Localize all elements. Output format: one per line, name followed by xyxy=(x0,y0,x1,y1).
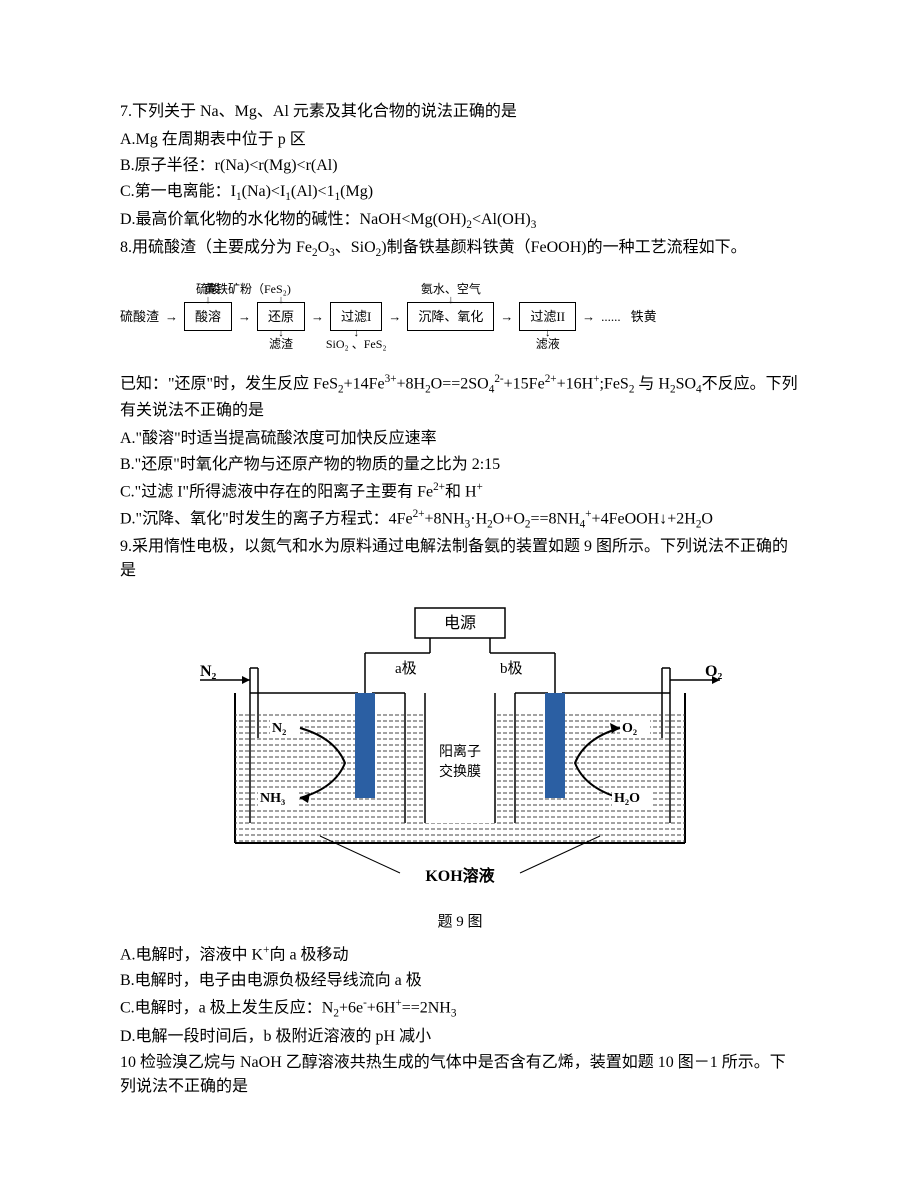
membrane-label-1: 阳离子 xyxy=(439,743,481,760)
electrode-b xyxy=(545,693,565,798)
q8-option-b: B."还原"时氧化产物与还原产物的物质的量之比为 2:15 xyxy=(120,453,800,477)
q8-known: 已知："还原"时，发生反应 FeS2+14Fe3++8H2O==2SO42-+1… xyxy=(120,371,800,422)
q7-option-a: A.Mg 在周期表中位于 p 区 xyxy=(120,128,800,152)
arrow-icon: → xyxy=(386,307,403,327)
arrow-icon: → xyxy=(498,307,515,327)
power-label: 电源 xyxy=(444,614,476,632)
membrane-label-2: 交换膜 xyxy=(439,763,481,780)
n2-inlet-label: N₂ xyxy=(200,663,217,680)
flow-input: 硫酸渣 xyxy=(120,307,159,327)
n2-inner-label: N₂ xyxy=(272,721,286,736)
q9-option-d: D.电解一段时间后，b 极附近溶液的 pH 减小 xyxy=(120,1025,800,1049)
q7-option-d: D.最高价氧化物的水化物的碱性：NaOH<Mg(OH)2<Al(OH)3 xyxy=(120,208,800,234)
h2o-label: H₂O xyxy=(614,791,640,806)
arrow-icon: → xyxy=(163,307,180,327)
q9-option-b: B.电解时，电子由电源负极经导线流向 a 极 xyxy=(120,969,800,993)
flow-output: 铁黄 xyxy=(631,307,657,327)
koh-label: KOH溶液 xyxy=(425,866,495,885)
q7-option-c: C.第一电离能：I1(Na)<I1(Al)<11(Mg) xyxy=(120,180,800,206)
q8-option-c: C."过滤 I"所得滤液中存在的阳离子主要有 Fe2+和 H+ xyxy=(120,479,800,504)
q8-option-a: A."酸溶"时适当提高硫酸浓度可加快反应速率 xyxy=(120,427,800,451)
electrode-a xyxy=(355,693,375,798)
q8-stem: 8.用硫酸渣（主要成分为 Fe2O3、SiO2)制备铁基颜料铁黄（FeOOH)的… xyxy=(120,236,800,262)
b-electrode-label: b极 xyxy=(500,660,523,677)
a-electrode-label: a极 xyxy=(395,660,417,677)
q7-option-b: B.原子半径：r(Na)<r(Mg)<r(Al) xyxy=(120,154,800,178)
arrow-icon: → xyxy=(236,307,253,327)
q9-diagram: 电源 a极 b极 N₂ O₂ xyxy=(120,598,800,896)
flow-dots: ...... xyxy=(601,307,621,327)
o2-inner-label: O₂ xyxy=(622,721,637,736)
q9-option-c: C.电解时，a 极上发生反应：N2+6e-+6H+==2NH3 xyxy=(120,995,800,1022)
q9-option-a: A.电解时，溶液中 K+向 a 极移动 xyxy=(120,942,800,967)
arrow-icon: → xyxy=(309,307,326,327)
q8-flow-diagram: 硫酸渣 → 硫酸 ↓ 酸溶 → 黄铁矿粉（FeS₂) ↓ 还原 ↓ 滤渣 → 过… xyxy=(120,272,800,362)
arrow-icon: → xyxy=(580,307,597,327)
nh3-label: NH₃ xyxy=(260,791,285,806)
q9-caption: 题 9 图 xyxy=(120,911,800,934)
q9-stem: 9.采用惰性电极，以氮气和水为原料通过电解法制备氨的装置如题 9 图所示。下列说… xyxy=(120,535,800,583)
q8-option-d: D."沉降、氧化"时发生的离子方程式：4Fe2++8NH3·H2O+O2==8N… xyxy=(120,506,800,533)
q7-stem: 7.下列关于 Na、Mg、Al 元素及其化合物的说法正确的是 xyxy=(120,100,800,124)
q10-stem: 10 检验溴乙烷与 NaOH 乙醇溶液共热生成的气体中是否含有乙烯，装置如题 1… xyxy=(120,1051,800,1099)
